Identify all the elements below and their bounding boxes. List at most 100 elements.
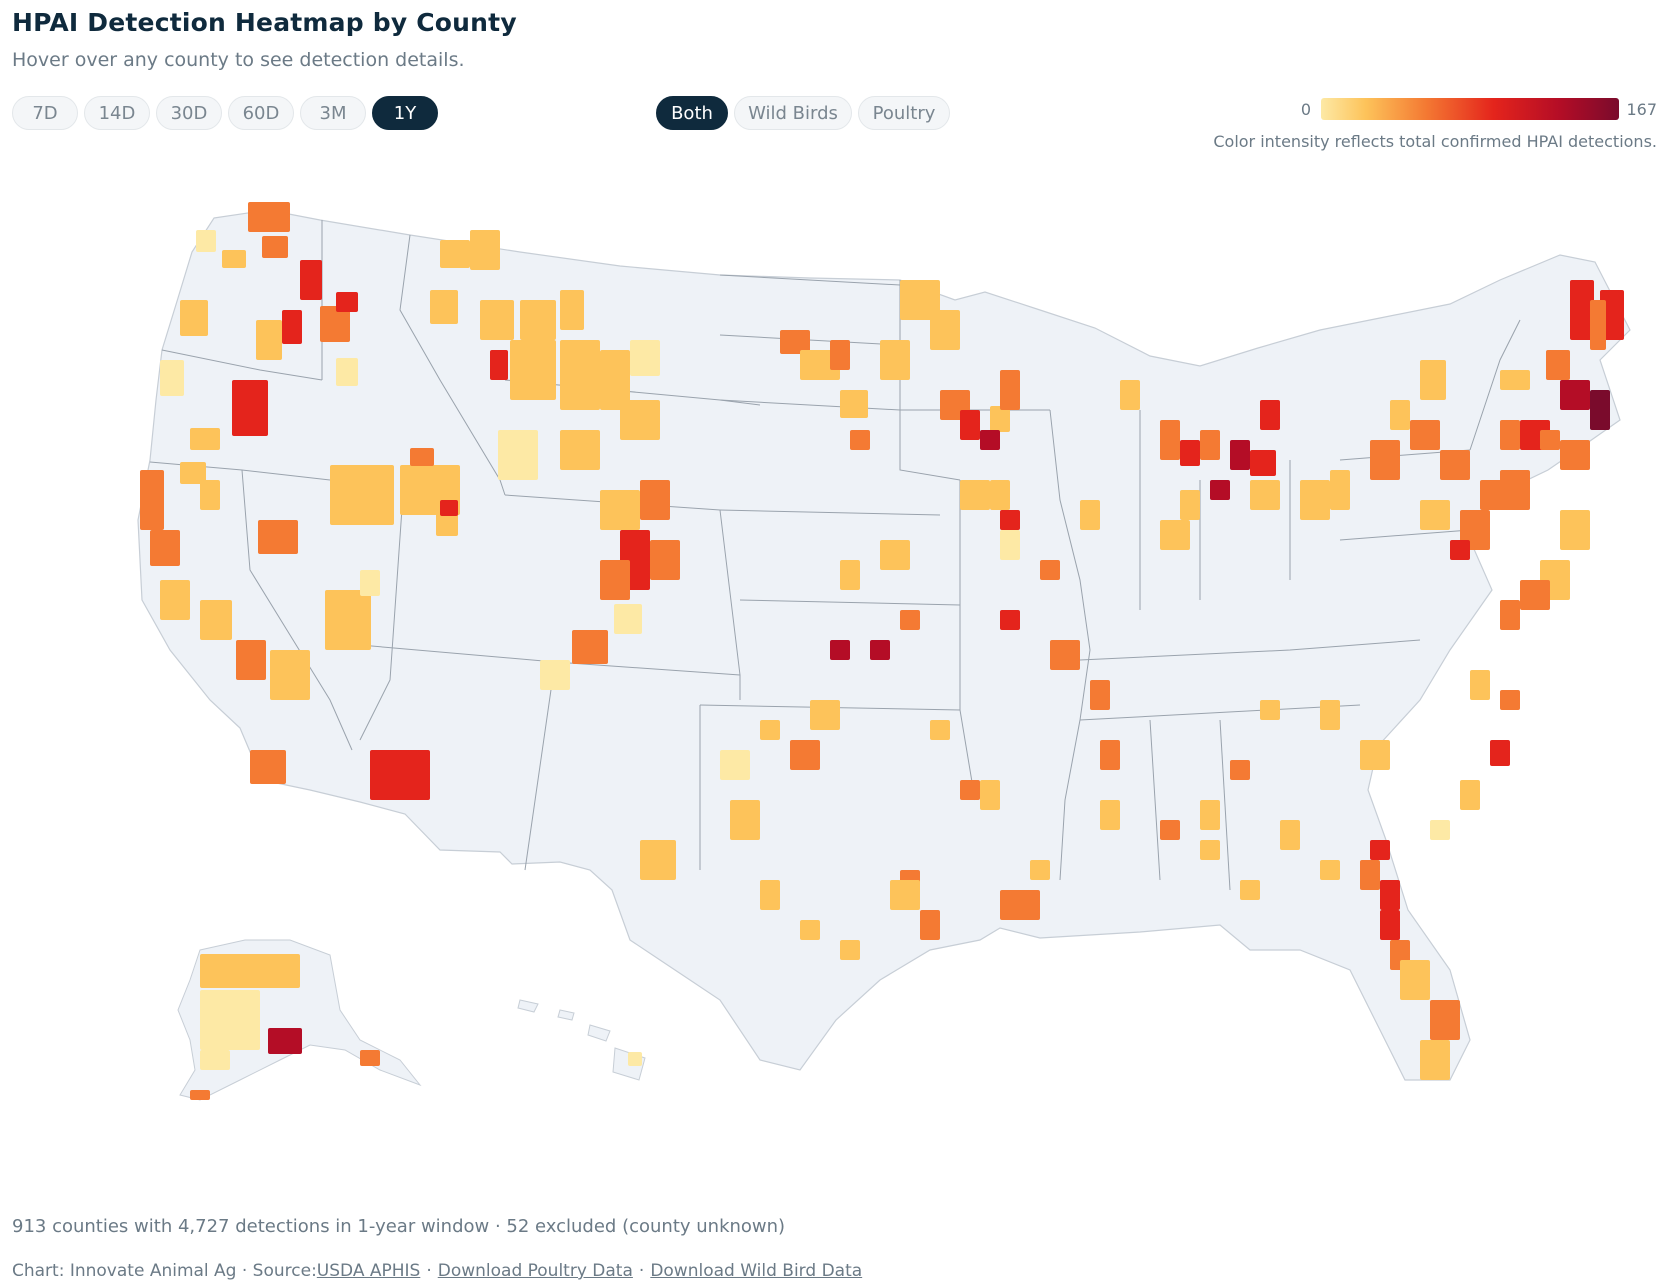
county-cell[interactable]	[830, 640, 850, 660]
county-cell[interactable]	[1280, 820, 1300, 850]
county-cell[interactable]	[440, 240, 470, 268]
county-cell[interactable]	[630, 340, 660, 376]
county-cell[interactable]	[1160, 420, 1180, 460]
county-cell[interactable]	[1590, 300, 1606, 350]
county-cell[interactable]	[498, 430, 538, 480]
source-both-button[interactable]: Both	[656, 96, 728, 130]
county-cell[interactable]	[300, 260, 322, 300]
county-cell[interactable]	[1570, 280, 1594, 340]
county-cell[interactable]	[330, 465, 394, 525]
county-cell[interactable]	[360, 570, 380, 596]
county-cell[interactable]	[760, 720, 780, 740]
county-cell[interactable]	[990, 406, 1010, 432]
county-cell[interactable]	[440, 500, 458, 516]
county-cell[interactable]	[1520, 580, 1550, 610]
county-cell[interactable]	[1540, 430, 1560, 450]
range-3m-button[interactable]: 3M	[300, 96, 366, 130]
us-county-heatmap[interactable]	[0, 180, 1675, 1190]
county-cell[interactable]	[1260, 700, 1280, 720]
county-cell[interactable]	[1250, 480, 1280, 510]
county-cell[interactable]	[1330, 470, 1350, 510]
county-cell[interactable]	[1430, 1000, 1460, 1040]
county-cell[interactable]	[1160, 520, 1190, 550]
county-cell[interactable]	[790, 740, 820, 770]
county-cell[interactable]	[960, 780, 980, 800]
county-cell[interactable]	[730, 800, 760, 840]
county-cell[interactable]	[470, 230, 500, 270]
county-cell[interactable]	[1420, 1040, 1450, 1080]
source-wild-birds-button[interactable]: Wild Birds	[734, 96, 852, 130]
county-cell[interactable]	[628, 1052, 642, 1066]
county-cell[interactable]	[430, 290, 458, 324]
county-cell[interactable]	[930, 310, 960, 350]
county-cell[interactable]	[990, 480, 1010, 510]
county-cell[interactable]	[1100, 740, 1120, 770]
county-cell[interactable]	[880, 540, 910, 570]
county-cell[interactable]	[1420, 500, 1450, 530]
county-cell[interactable]	[250, 750, 286, 784]
county-cell[interactable]	[560, 340, 600, 410]
county-cell[interactable]	[640, 840, 676, 880]
county-cell[interactable]	[200, 990, 260, 1050]
download-wild-bird-data-link[interactable]: Download Wild Bird Data	[650, 1261, 863, 1281]
county-cell[interactable]	[1490, 740, 1510, 766]
county-cell[interactable]	[196, 230, 216, 252]
county-cell[interactable]	[900, 280, 940, 320]
county-cell[interactable]	[560, 430, 600, 470]
county-cell[interactable]	[1500, 690, 1520, 710]
county-cell[interactable]	[1410, 420, 1440, 450]
range-60d-button[interactable]: 60D	[228, 96, 294, 130]
county-cell[interactable]	[160, 360, 184, 396]
county-cell[interactable]	[1260, 400, 1280, 430]
county-cell[interactable]	[1360, 860, 1380, 890]
county-cell[interactable]	[880, 340, 910, 380]
county-cell[interactable]	[1320, 860, 1340, 880]
county-cell[interactable]	[980, 780, 1000, 810]
county-cell[interactable]	[572, 630, 608, 664]
county-cell[interactable]	[1230, 440, 1250, 470]
county-cell[interactable]	[1000, 510, 1020, 530]
county-cell[interactable]	[1160, 820, 1180, 840]
county-cell[interactable]	[1380, 880, 1400, 910]
county-cell[interactable]	[900, 610, 920, 630]
county-cell[interactable]	[336, 358, 358, 386]
county-cell[interactable]	[140, 470, 164, 530]
county-cell[interactable]	[1560, 440, 1590, 470]
county-cell[interactable]	[1370, 440, 1400, 480]
county-cell[interactable]	[1430, 820, 1450, 840]
county-cell[interactable]	[1230, 760, 1250, 780]
county-cell[interactable]	[200, 480, 220, 510]
county-cell[interactable]	[1500, 600, 1520, 630]
county-cell[interactable]	[180, 300, 208, 336]
county-cell[interactable]	[248, 202, 290, 232]
county-cell[interactable]	[720, 750, 750, 780]
county-cell[interactable]	[780, 330, 810, 354]
county-cell[interactable]	[370, 750, 430, 800]
county-cell[interactable]	[1560, 510, 1590, 550]
county-cell[interactable]	[150, 530, 180, 566]
county-cell[interactable]	[980, 430, 1000, 450]
county-cell[interactable]	[1450, 540, 1470, 560]
county-cell[interactable]	[1120, 380, 1140, 410]
county-cell[interactable]	[520, 300, 556, 340]
county-cell[interactable]	[1360, 740, 1390, 770]
county-cell[interactable]	[510, 340, 556, 400]
county-cell[interactable]	[930, 720, 950, 740]
county-cell[interactable]	[890, 880, 920, 910]
county-cell[interactable]	[840, 390, 868, 418]
county-cell[interactable]	[1500, 370, 1530, 390]
county-cell[interactable]	[1080, 500, 1100, 530]
county-cell[interactable]	[1050, 640, 1080, 670]
county-cell[interactable]	[270, 650, 310, 700]
county-cell[interactable]	[1180, 490, 1200, 520]
county-cell[interactable]	[480, 300, 514, 340]
county-cell[interactable]	[268, 1028, 302, 1054]
county-cell[interactable]	[200, 1050, 230, 1070]
download-poultry-data-link[interactable]: Download Poultry Data	[437, 1261, 633, 1281]
range-7d-button[interactable]: 7D	[12, 96, 78, 130]
county-cell[interactable]	[1180, 440, 1200, 466]
county-cell[interactable]	[1300, 480, 1330, 520]
source-poultry-button[interactable]: Poultry	[858, 96, 950, 130]
county-cell[interactable]	[200, 600, 232, 640]
county-cell[interactable]	[1000, 610, 1020, 630]
